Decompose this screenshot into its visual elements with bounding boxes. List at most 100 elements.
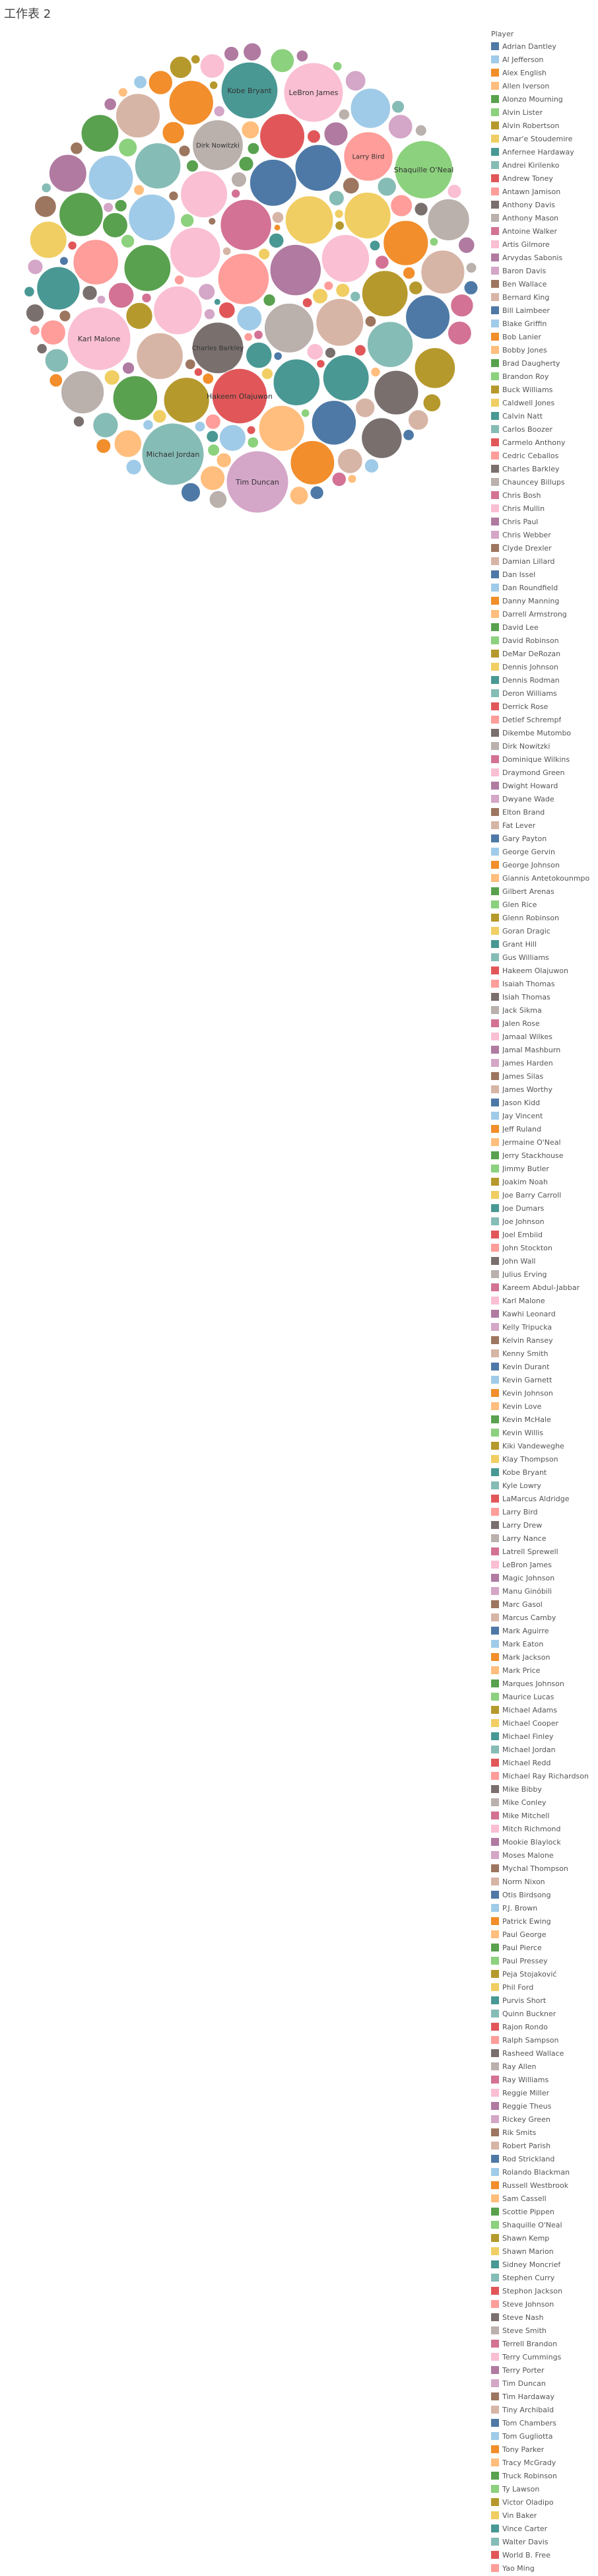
legend-item-carlos-boozer[interactable]: Carlos Boozer <box>491 423 598 436</box>
bubble-sidney-moncrief[interactable] <box>268 232 284 249</box>
bubble-gilbert-arenas[interactable] <box>238 156 254 172</box>
bubble-mike-conley[interactable] <box>264 302 314 353</box>
legend-item-kobe-bryant[interactable]: Kobe Bryant <box>491 1466 598 1479</box>
bubble-arvydas-sabonis[interactable] <box>323 121 349 147</box>
legend-item-carmelo-anthony[interactable]: Carmelo Anthony <box>491 436 598 449</box>
legend-item-mike-bibby[interactable]: Mike Bibby <box>491 1782 598 1796</box>
legend-item-steve-johnson[interactable]: Steve Johnson <box>491 2297 598 2311</box>
bubble-buck-williams[interactable] <box>169 55 192 79</box>
bubble-stephon-jackson[interactable] <box>307 129 321 144</box>
legend-item-norm-nixon[interactable]: Norm Nixon <box>491 1875 598 1888</box>
bubble-stephen-curry[interactable] <box>92 412 119 438</box>
bubble-george-johnson[interactable] <box>49 373 63 388</box>
legend-item-arvydas-sabonis[interactable]: Arvydas Sabonis <box>491 251 598 264</box>
legend-item-damian-lillard[interactable]: Damian Lillard <box>491 555 598 568</box>
legend-item-al-jefferson[interactable]: Al Jefferson <box>491 53 598 66</box>
bubble-mike-bibby[interactable] <box>36 343 48 355</box>
legend-item-elton-brand[interactable]: Elton Brand <box>491 805 598 819</box>
legend-item-steve-smith[interactable]: Steve Smith <box>491 2324 598 2337</box>
bubble-kyle-lowry[interactable] <box>391 100 405 114</box>
legend-item-brandon-roy[interactable]: Brandon Roy <box>491 370 598 383</box>
bubble-paul-george[interactable] <box>200 465 226 491</box>
legend-item-kelly-tripucka[interactable]: Kelly Tripucka <box>491 1320 598 1334</box>
legend-item-kenny-smith[interactable]: Kenny Smith <box>491 1347 598 1360</box>
bubble-phil-ford[interactable] <box>344 191 391 240</box>
bubble-calvin-natt[interactable] <box>322 355 370 401</box>
legend-item-larry-nance[interactable]: Larry Nance <box>491 1532 598 1545</box>
bubble-steve-smith[interactable] <box>465 262 477 274</box>
bubble-brad-daugherty[interactable] <box>123 244 172 292</box>
bubble-james-silas[interactable] <box>178 145 191 157</box>
bubble-alvin-lister[interactable] <box>118 138 138 157</box>
bubble-marc-gasol[interactable] <box>364 315 377 327</box>
bubble-yao-ming[interactable] <box>29 325 40 336</box>
bubble-vince-carter[interactable] <box>206 430 219 443</box>
legend-item-dikembe-mutombo[interactable]: Dikembe Mutombo <box>491 726 598 739</box>
bubble-alex-english[interactable] <box>402 266 416 280</box>
bubble-mark-eaton[interactable] <box>364 458 380 473</box>
legend-item-stephon-jackson[interactable]: Stephon Jackson <box>491 2284 598 2297</box>
legend-item-manu-gin-bili[interactable]: Manu Ginóbili <box>491 1584 598 1598</box>
legend-item-blake-griffin[interactable]: Blake Griffin <box>491 317 598 330</box>
legend-item-chris-mullin[interactable]: Chris Mullin <box>491 502 598 515</box>
bubble-tiny-archibald[interactable] <box>420 250 465 294</box>
bubble-baron-davis[interactable] <box>96 294 106 304</box>
bubble-karl-malone[interactable] <box>67 306 131 371</box>
legend-item-adrian-dantley[interactable]: Adrian Dantley <box>491 40 598 53</box>
legend-item-demar-derozan[interactable]: DeMar DeRozan <box>491 647 598 660</box>
legend-item-sidney-moncrief[interactable]: Sidney Moncrief <box>491 2258 598 2271</box>
bubble-terrell-brandon[interactable] <box>231 189 241 199</box>
legend-item-mitch-richmond[interactable]: Mitch Richmond <box>491 1822 598 1835</box>
legend-item-draymond-green[interactable]: Draymond Green <box>491 766 598 779</box>
legend-item-joe-johnson[interactable]: Joe Johnson <box>491 1215 598 1228</box>
bubble-chris-mullin[interactable] <box>447 184 462 199</box>
bubble-bernard-king[interactable] <box>271 211 284 224</box>
legend-item-paul-george[interactable]: Paul George <box>491 1928 598 1941</box>
legend-item-calvin-natt[interactable]: Calvin Natt <box>491 409 598 423</box>
legend-item-lebron-james[interactable]: LeBron James <box>491 1558 598 1571</box>
bubble-julius-erving[interactable] <box>231 172 247 187</box>
bubble-truck-robinson[interactable] <box>263 293 276 307</box>
bubble-scottie-pippen[interactable] <box>112 375 158 421</box>
legend-item-vince-carter[interactable]: Vince Carter <box>491 2522 598 2535</box>
bubble-kenny-smith[interactable] <box>136 332 183 380</box>
legend-item-kiki-vandeweghe[interactable]: Kiki Vandeweghe <box>491 1439 598 1452</box>
legend-item-chris-bosh[interactable]: Chris Bosh <box>491 489 598 502</box>
legend-item-rasheed-wallace[interactable]: Rasheed Wallace <box>491 2047 598 2060</box>
legend-item-shawn-kemp[interactable]: Shawn Kemp <box>491 2231 598 2245</box>
bubble-kevin-johnson[interactable] <box>168 80 214 125</box>
bubble-al-jefferson[interactable] <box>128 193 176 242</box>
legend-item-tim-duncan[interactable]: Tim Duncan <box>491 2377 598 2390</box>
bubble-david-robinson[interactable] <box>180 213 195 228</box>
bubble-anthony-mason[interactable] <box>415 124 427 137</box>
bubble-kevin-willis[interactable] <box>207 444 220 457</box>
bubble-derrick-rose[interactable] <box>246 425 256 435</box>
legend-item-kawhi-leonard[interactable]: Kawhi Leonard <box>491 1307 598 1320</box>
bubble-tracy-mcgrady[interactable] <box>370 366 381 378</box>
bubble-damian-lillard[interactable] <box>316 298 364 347</box>
bubble-shawn-kemp[interactable] <box>409 281 423 295</box>
legend-item-kelvin-ransey[interactable]: Kelvin Ransey <box>491 1334 598 1347</box>
bubble-klay-thompson[interactable] <box>261 368 274 380</box>
bubble-michael-jordan[interactable] <box>141 423 205 486</box>
legend-item-rickey-green[interactable]: Rickey Green <box>491 2113 598 2126</box>
bubble-mark-price[interactable] <box>117 87 128 98</box>
bubble-ray-allen[interactable] <box>61 370 105 415</box>
bubble-mark-aguirre[interactable] <box>403 429 415 441</box>
bubble-chris-bosh[interactable] <box>253 329 263 340</box>
legend-item-mike-conley[interactable]: Mike Conley <box>491 1796 598 1809</box>
bubble-james-harden[interactable] <box>387 114 413 139</box>
bubble-charles-barkley[interactable] <box>191 322 244 374</box>
bubble-joe-dumars[interactable] <box>369 240 381 252</box>
bubble-terry-cummings[interactable] <box>170 226 221 279</box>
legend-item-andrew-toney[interactable]: Andrew Toney <box>491 172 598 185</box>
bubble-mychal-thompson[interactable] <box>208 217 216 226</box>
bubble-michael-adams[interactable] <box>361 270 409 318</box>
bubble-david-lee[interactable] <box>247 142 260 155</box>
legend-item-joe-barry-carroll[interactable]: Joe Barry Carroll <box>491 1188 598 1202</box>
legend-item-world-b-free[interactable]: World B. Free <box>491 2548 598 2561</box>
bubble-patrick-ewing[interactable] <box>148 70 174 95</box>
legend-item-james-silas[interactable]: James Silas <box>491 1069 598 1083</box>
bubble-sam-cassell[interactable] <box>216 452 232 468</box>
legend-item-mark-jackson[interactable]: Mark Jackson <box>491 1650 598 1664</box>
